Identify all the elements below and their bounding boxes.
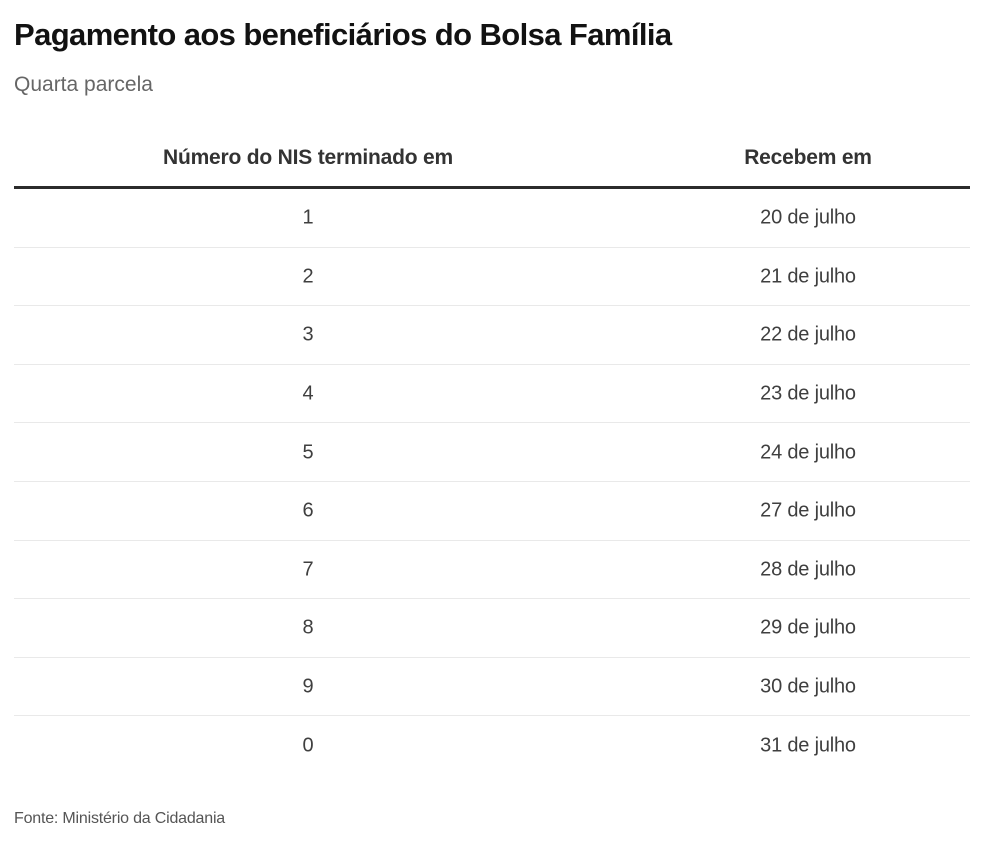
nis-cell: 4 (302, 382, 314, 405)
date-cell: 30 de julho (760, 675, 856, 698)
date-cell: 22 de julho (760, 323, 856, 346)
header-rule (14, 186, 970, 189)
nis-cell: 2 (302, 265, 314, 288)
table-row: 8 29 de julho (0, 599, 984, 658)
table-row: 3 22 de julho (0, 306, 984, 365)
nis-cell: 7 (302, 558, 314, 581)
date-cell: 29 de julho (760, 616, 856, 639)
nis-cell: 9 (302, 675, 314, 698)
table-row: 5 24 de julho (0, 423, 984, 482)
table-row: 6 27 de julho (0, 482, 984, 541)
nis-cell: 5 (302, 441, 314, 464)
table-body: 1 20 de julho 2 21 de julho 3 22 de julh… (0, 189, 984, 775)
table-row: 9 30 de julho (0, 658, 984, 717)
column-header-date: Recebem em (744, 146, 872, 169)
source-note: Fonte: Ministério da Cidadania (14, 810, 226, 827)
nis-cell: 8 (302, 616, 314, 639)
date-cell: 31 de julho (760, 734, 856, 757)
date-cell: 27 de julho (760, 499, 856, 522)
table-row: 0 31 de julho (0, 716, 984, 775)
page-title: Pagamento aos beneficiários do Bolsa Fam… (14, 17, 672, 52)
nis-cell: 0 (302, 734, 314, 757)
nis-cell: 1 (302, 206, 314, 229)
table-row: 7 28 de julho (0, 541, 984, 600)
date-cell: 24 de julho (760, 441, 856, 464)
date-cell: 21 de julho (760, 265, 856, 288)
date-cell: 28 de julho (760, 558, 856, 581)
table-row: 1 20 de julho (0, 189, 984, 248)
nis-cell: 3 (302, 323, 314, 346)
nis-cell: 6 (302, 499, 314, 522)
table-row: 4 23 de julho (0, 365, 984, 424)
page-subtitle: Quarta parcela (14, 73, 153, 96)
date-cell: 20 de julho (760, 206, 856, 229)
column-header-nis: Número do NIS terminado em (162, 146, 454, 169)
date-cell: 23 de julho (760, 382, 856, 405)
table-row: 2 21 de julho (0, 248, 984, 307)
